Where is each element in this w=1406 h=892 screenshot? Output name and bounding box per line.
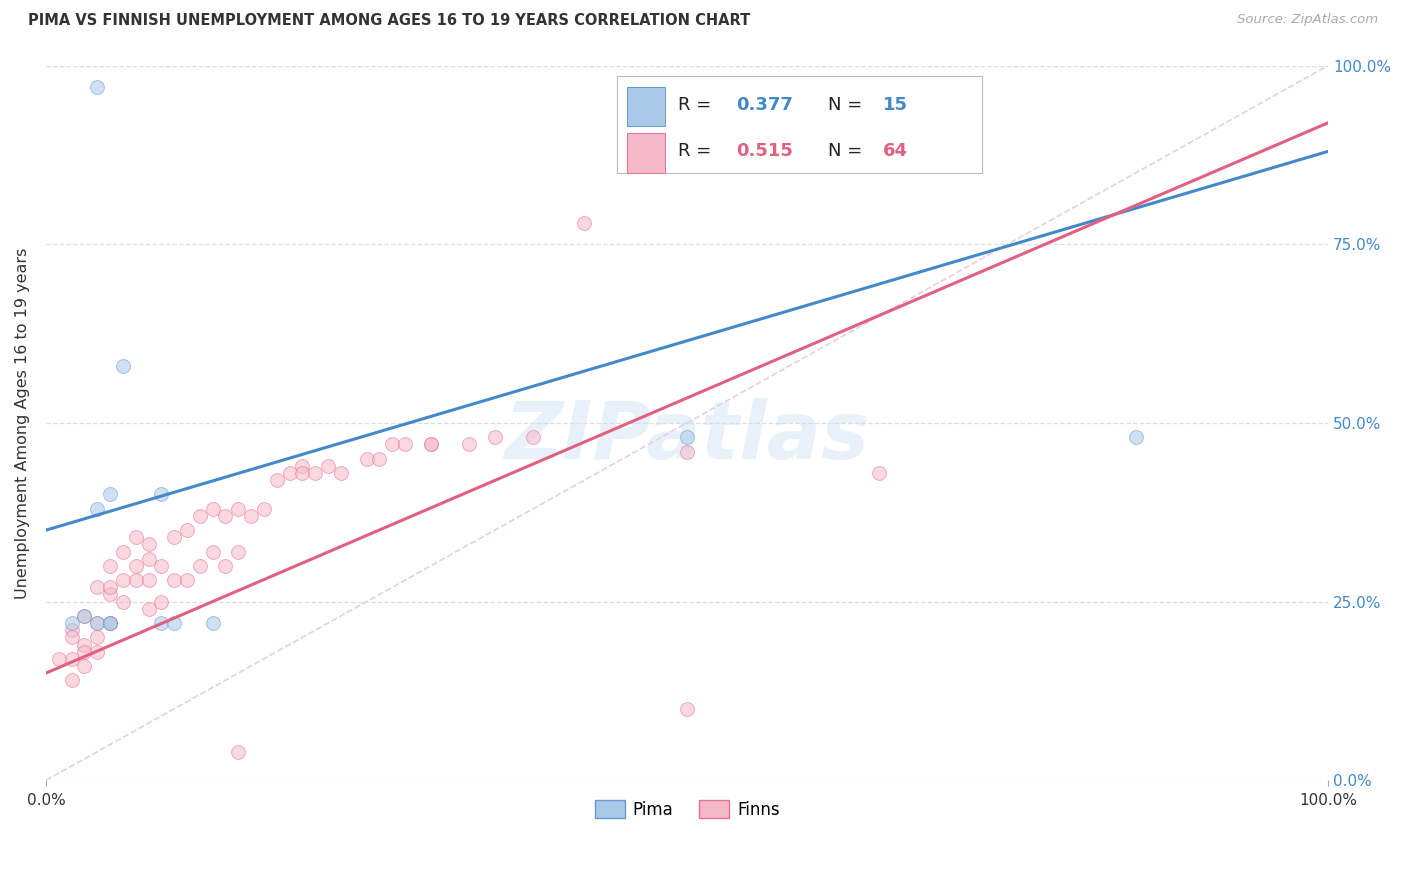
Legend: Pima, Finns: Pima, Finns (588, 794, 786, 826)
Point (226, 544, 249, 558)
Point (201, 501, 224, 516)
Point (368, 451, 391, 466)
Point (316, 458, 339, 473)
Point (98, 580, 121, 594)
Point (163, 530, 186, 544)
Point (98, 616, 121, 631)
Point (98, 616, 121, 631)
Point (138, 551, 160, 566)
Y-axis label: Unemployment Among Ages 16 to 19 years: Unemployment Among Ages 16 to 19 years (15, 247, 30, 599)
Point (150, 594, 173, 608)
Point (240, 508, 263, 523)
Text: 64: 64 (883, 142, 908, 161)
Point (214, 558, 236, 573)
Point (676, 444, 699, 458)
Point (60, 652, 83, 666)
Point (125, 530, 148, 544)
Point (138, 573, 160, 587)
Text: 0.515: 0.515 (735, 142, 793, 161)
Point (214, 508, 236, 523)
Point (394, 437, 416, 451)
Point (201, 544, 224, 558)
Point (111, 359, 134, 373)
Point (60, 616, 83, 631)
Point (458, 437, 481, 451)
Point (163, 616, 186, 631)
Bar (627, 134, 665, 173)
Text: 0.377: 0.377 (735, 95, 793, 113)
Point (163, 573, 186, 587)
Point (86, 580, 108, 594)
Point (73, 659, 96, 673)
Text: PIMA VS FINNISH UNEMPLOYMENT AMONG AGES 16 TO 19 YEARS CORRELATION CHART: PIMA VS FINNISH UNEMPLOYMENT AMONG AGES … (28, 13, 751, 29)
Point (574, 216, 596, 230)
Point (329, 466, 352, 480)
Point (419, 437, 441, 451)
Point (304, 466, 326, 480)
Point (201, 616, 224, 631)
Point (48, 652, 70, 666)
Point (356, 451, 378, 466)
Point (419, 437, 441, 451)
Point (381, 437, 404, 451)
Point (111, 573, 134, 587)
Point (73, 638, 96, 652)
Point (278, 466, 301, 480)
Point (291, 458, 314, 473)
Point (1125, 430, 1147, 444)
Point (138, 537, 160, 551)
Text: R =: R = (678, 95, 717, 113)
Point (176, 523, 198, 537)
Point (98, 558, 121, 573)
Point (226, 745, 249, 759)
Point (226, 501, 249, 516)
Point (150, 558, 173, 573)
Text: 15: 15 (883, 95, 908, 113)
Point (676, 430, 699, 444)
Point (484, 430, 506, 444)
Point (125, 558, 148, 573)
Point (150, 616, 173, 631)
Point (138, 601, 160, 615)
Point (98, 616, 121, 631)
Point (253, 501, 276, 516)
Point (86, 645, 108, 659)
Text: N =: N = (828, 142, 868, 161)
Point (676, 702, 699, 716)
Text: ZIPatlas: ZIPatlas (505, 398, 869, 476)
Point (125, 573, 148, 587)
FancyBboxPatch shape (617, 77, 981, 173)
Text: N =: N = (828, 95, 868, 113)
Text: Source: ZipAtlas.com: Source: ZipAtlas.com (1237, 13, 1378, 27)
Point (60, 673, 83, 688)
Text: R =: R = (678, 142, 717, 161)
Point (176, 573, 198, 587)
Point (150, 487, 173, 501)
Point (111, 594, 134, 608)
Point (86, 616, 108, 631)
Point (73, 608, 96, 623)
Point (111, 544, 134, 558)
Point (98, 487, 121, 501)
Point (291, 466, 314, 480)
Point (98, 587, 121, 601)
Point (86, 631, 108, 645)
Bar (627, 87, 665, 127)
Point (868, 466, 890, 480)
Point (86, 616, 108, 631)
Point (73, 645, 96, 659)
Point (86, 80, 108, 95)
Point (60, 624, 83, 638)
Point (188, 558, 211, 573)
Point (266, 473, 288, 487)
Point (188, 508, 211, 523)
Point (86, 501, 108, 516)
Point (73, 608, 96, 623)
Point (60, 631, 83, 645)
Point (522, 430, 544, 444)
